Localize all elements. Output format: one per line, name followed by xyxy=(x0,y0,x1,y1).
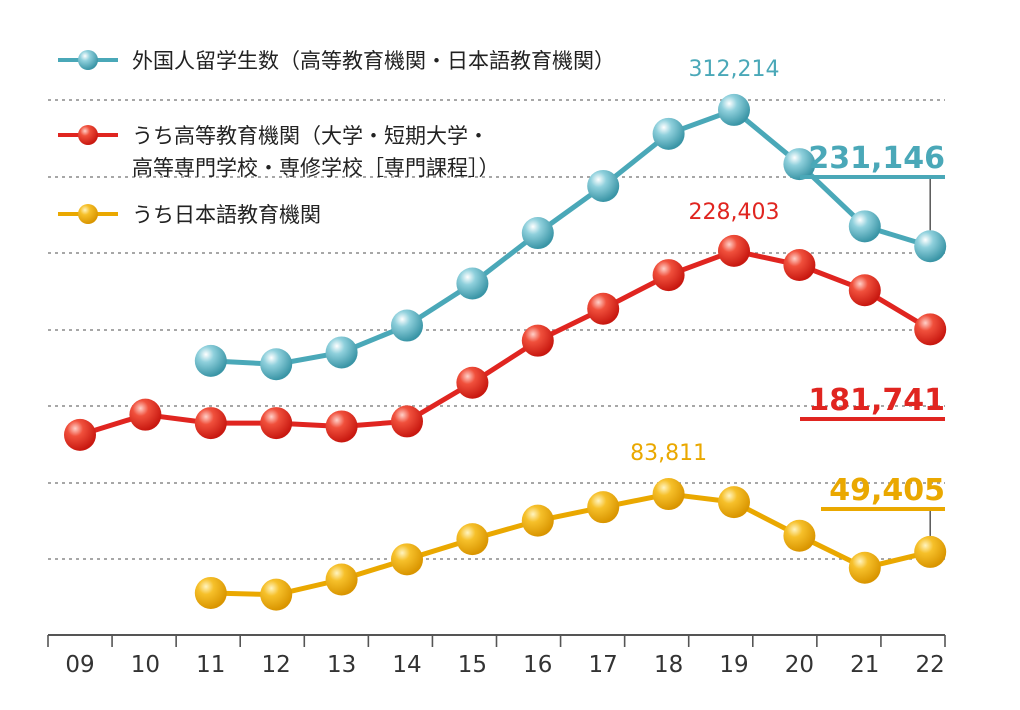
data-point xyxy=(391,543,423,576)
legend-item: うち日本語教育機関 xyxy=(58,203,321,227)
data-point xyxy=(718,234,750,267)
latest-value-label: 181,741 xyxy=(808,383,945,418)
x-tick-label: 14 xyxy=(392,652,421,678)
legend: 外国人留学生数（高等教育機関・日本語教育機関） うち高等教育機関（大学・短期大学・… xyxy=(58,49,615,227)
data-point xyxy=(129,398,162,431)
data-point xyxy=(783,148,816,181)
data-point xyxy=(652,117,685,150)
data-point xyxy=(391,309,423,342)
data-point xyxy=(848,274,881,307)
data-point xyxy=(194,344,227,377)
data-point xyxy=(914,535,947,568)
data-point xyxy=(456,523,489,556)
data-point xyxy=(521,324,554,357)
x-tick-label: 13 xyxy=(327,652,356,678)
data-point xyxy=(652,259,685,292)
data-point xyxy=(260,407,293,440)
data-point xyxy=(521,217,554,250)
data-point xyxy=(848,551,881,584)
data-point xyxy=(260,578,293,611)
value-labels: 312,214 228,403 83,811 231,146 181,741 49,405 xyxy=(630,57,945,536)
data-point xyxy=(325,563,358,596)
data-point xyxy=(718,93,750,126)
x-tick-label: 21 xyxy=(850,652,879,678)
data-point xyxy=(783,249,816,281)
data-point xyxy=(194,407,227,440)
series-total xyxy=(194,93,947,381)
grid xyxy=(48,99,945,560)
legend-label: うち高等教育機関（大学・短期大学・ xyxy=(132,124,489,148)
x-tick-label: 12 xyxy=(262,652,291,678)
data-point xyxy=(260,348,293,381)
data-point xyxy=(456,366,489,399)
data-point xyxy=(914,313,947,346)
series-group xyxy=(64,93,947,611)
legend-label: 高等専門学校・専修学校［専門課程］） xyxy=(132,156,500,180)
data-point xyxy=(718,486,750,519)
data-point xyxy=(652,478,685,511)
data-point xyxy=(456,267,489,300)
data-point xyxy=(325,410,358,443)
x-tick-label: 16 xyxy=(523,652,552,678)
data-point xyxy=(391,405,423,438)
x-tick-label: 18 xyxy=(654,652,683,678)
legend-item: 外国人留学生数（高等教育機関・日本語教育機関） xyxy=(58,49,615,73)
x-tick-label: 22 xyxy=(916,652,945,678)
data-point xyxy=(783,519,816,552)
series-higher-education xyxy=(64,234,947,451)
data-point xyxy=(194,576,227,609)
data-point xyxy=(325,336,358,369)
x-tick-label: 15 xyxy=(458,652,487,678)
legend-label: うち日本語教育機関 xyxy=(132,203,321,227)
data-point xyxy=(848,210,881,243)
x-tick-label: 09 xyxy=(65,652,94,678)
legend-label: 外国人留学生数（高等教育機関・日本語教育機関） xyxy=(132,49,615,73)
legend-marker xyxy=(78,50,98,70)
legend-marker xyxy=(78,204,98,224)
data-point xyxy=(521,504,554,537)
x-tick-label: 20 xyxy=(785,652,814,678)
x-tick-label: 19 xyxy=(719,652,748,678)
latest-value-label: 49,405 xyxy=(829,473,945,508)
x-tick-label: 10 xyxy=(131,652,160,678)
data-point xyxy=(587,169,620,202)
peak-value-label: 312,214 xyxy=(689,57,780,82)
series-japanese-language xyxy=(194,478,947,611)
data-point xyxy=(64,418,96,451)
data-point xyxy=(587,491,620,524)
x-tick-label: 11 xyxy=(196,652,225,678)
data-point xyxy=(587,292,620,325)
legend-marker xyxy=(78,125,98,145)
peak-value-label: 228,403 xyxy=(689,200,780,225)
x-axis: 09 10 11 12 13 14 15 16 17 18 19 20 21 22 xyxy=(47,634,946,678)
legend-item: うち高等教育機関（大学・短期大学・高等専門学校・専修学校［専門課程］） xyxy=(58,124,500,180)
x-tick-label: 17 xyxy=(589,652,618,678)
peak-value-label: 83,811 xyxy=(630,441,707,466)
latest-value-label: 231,146 xyxy=(808,141,945,176)
data-point xyxy=(914,230,947,263)
